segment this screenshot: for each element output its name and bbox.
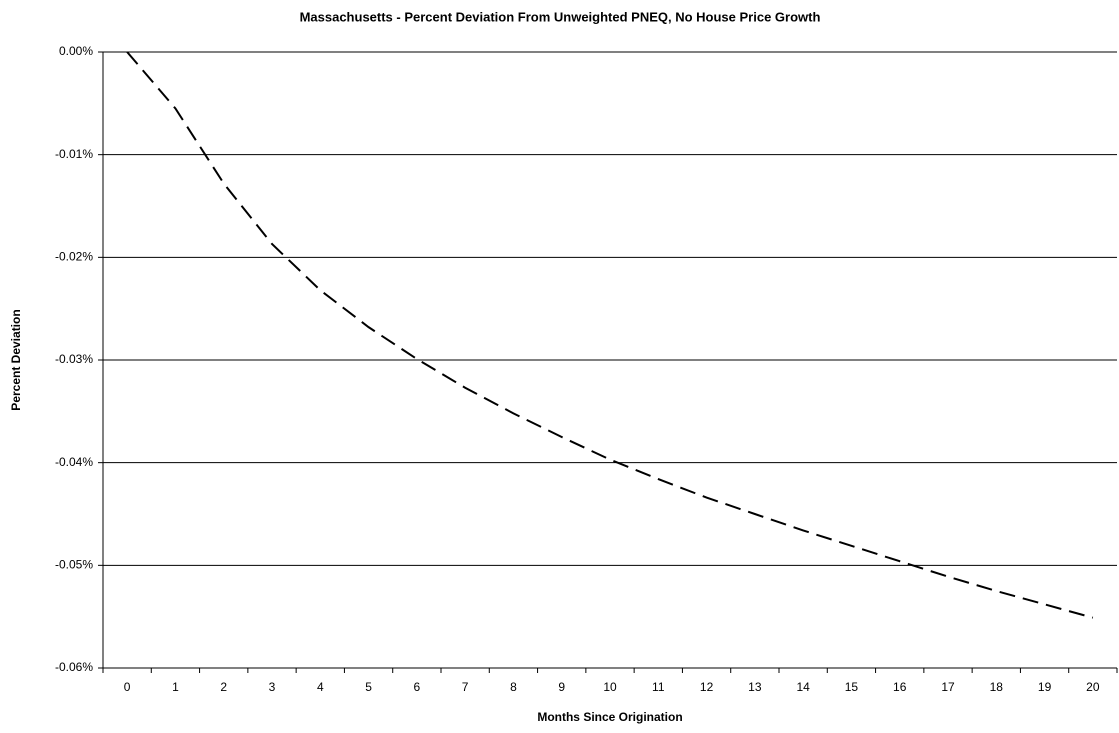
x-tick-label: 3	[269, 680, 276, 694]
x-tick-label: 2	[220, 680, 227, 694]
line-series	[126, 51, 1094, 619]
x-tick-label: 14	[796, 680, 810, 694]
x-tick-label: 7	[462, 680, 469, 694]
x-tick-label: 1	[172, 680, 179, 694]
x-tick-label: 15	[845, 680, 859, 694]
y-tick-label: -0.01%	[55, 147, 93, 161]
x-tick-label: 8	[510, 680, 517, 694]
x-tick-label: 4	[317, 680, 324, 694]
chart-title: Massachusetts - Percent Deviation From U…	[300, 9, 821, 24]
y-tick-label: -0.04%	[55, 455, 93, 469]
x-tick-label: 6	[414, 680, 421, 694]
x-tick-label: 16	[893, 680, 907, 694]
y-tick-label: -0.05%	[55, 558, 93, 572]
x-tick-label: 9	[558, 680, 565, 694]
x-tick-label: 10	[603, 680, 617, 694]
x-tick-label: 20	[1086, 680, 1100, 694]
x-tick-label: 13	[748, 680, 762, 694]
y-tick-label: -0.03%	[55, 352, 93, 366]
y-tick-label: -0.02%	[55, 250, 93, 264]
x-tick-label: 19	[1038, 680, 1052, 694]
x-tick-label: 0	[124, 680, 131, 694]
x-tick-label: 18	[990, 680, 1004, 694]
y-tick-label: 0.00%	[59, 44, 93, 58]
x-tick-label: 17	[941, 680, 955, 694]
x-tick-label: 5	[365, 680, 372, 694]
y-tick-label: -0.06%	[55, 660, 93, 674]
x-axis-label: Months Since Origination	[537, 710, 682, 724]
y-axis-label: Percent Deviation	[9, 309, 23, 410]
x-tick-label: 11	[652, 680, 665, 694]
x-tick-label: 12	[700, 680, 714, 694]
